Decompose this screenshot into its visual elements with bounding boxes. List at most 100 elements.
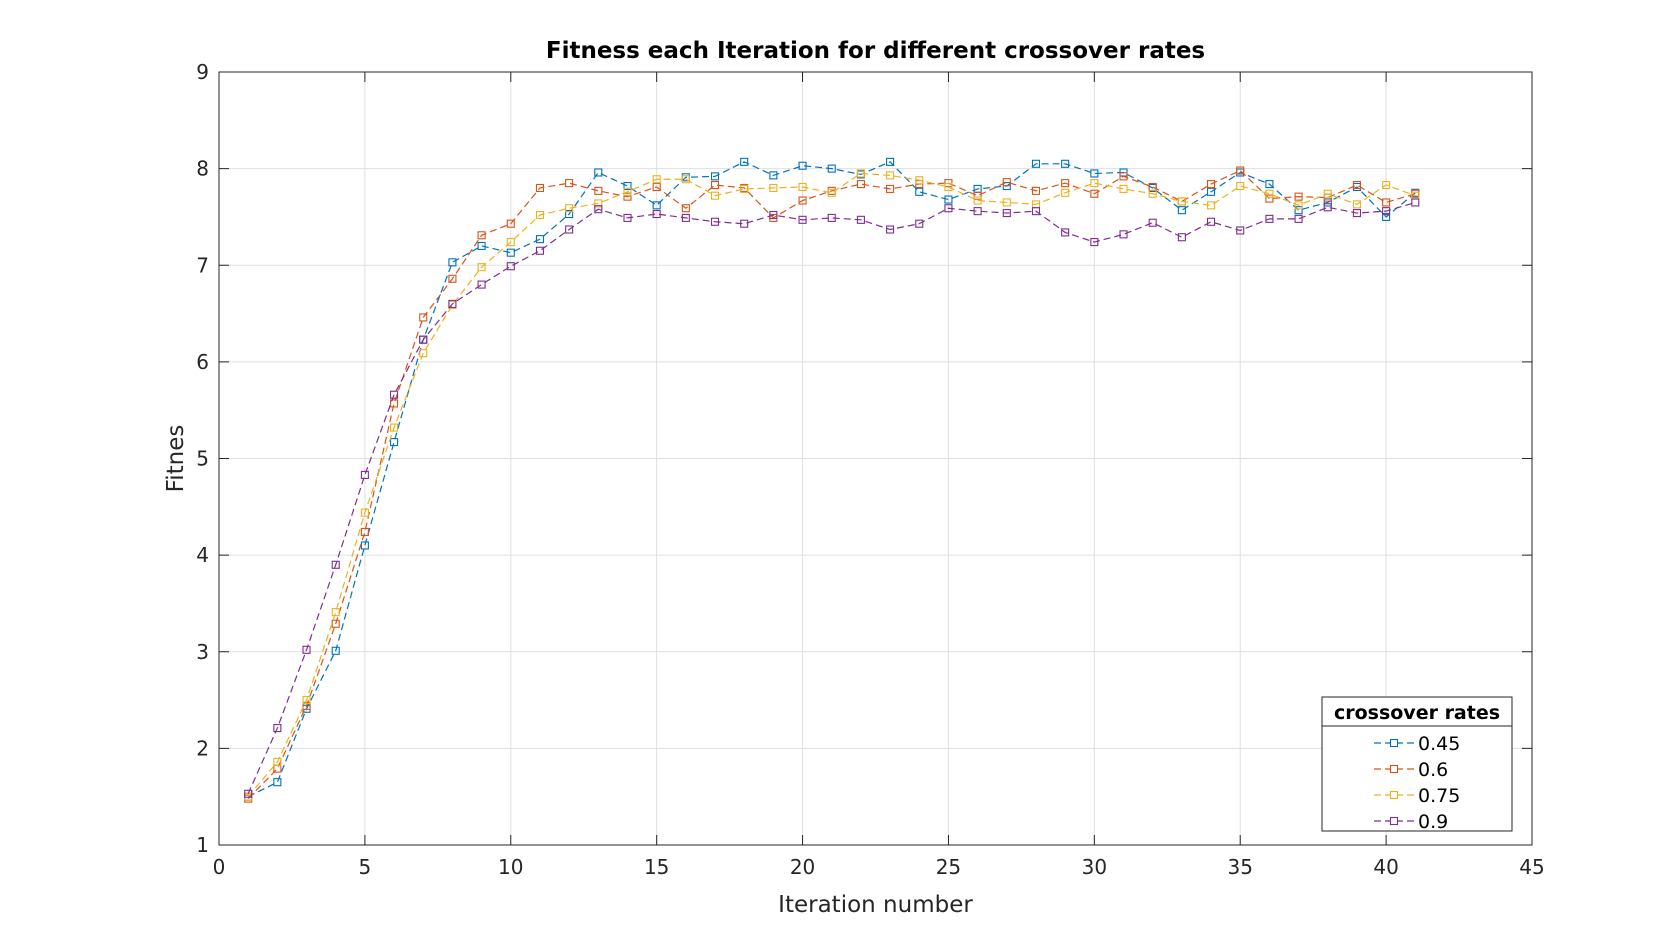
legend-title: crossover rates xyxy=(1334,702,1500,724)
data-point xyxy=(652,201,661,210)
y-tick-label: 7 xyxy=(196,253,209,277)
x-tick-label: 30 xyxy=(1082,855,1107,879)
data-point xyxy=(506,219,515,228)
data-point xyxy=(1061,228,1070,237)
data-point xyxy=(681,213,690,222)
data-point xyxy=(594,205,603,214)
data-point xyxy=(915,176,924,185)
data-point xyxy=(1061,179,1070,188)
data-point xyxy=(1352,209,1361,218)
data-point xyxy=(535,210,545,220)
legend-item: 0.6 xyxy=(1374,759,1448,781)
x-tick-label: 40 xyxy=(1373,855,1398,879)
data-point xyxy=(973,207,982,216)
data-point xyxy=(740,219,749,228)
x-tick-label: 10 xyxy=(498,855,523,879)
series-line xyxy=(247,172,1416,798)
data-point xyxy=(273,724,282,733)
data-point xyxy=(331,646,340,655)
data-point xyxy=(535,235,545,244)
data-point xyxy=(1119,184,1128,193)
x-tick-label: 5 xyxy=(359,855,372,879)
data-point xyxy=(1002,209,1011,218)
data-point xyxy=(1206,187,1216,196)
y-tick-label: 1 xyxy=(196,833,209,857)
data-point xyxy=(798,182,807,192)
data-point xyxy=(1382,198,1391,207)
data-point xyxy=(710,172,720,181)
data-point xyxy=(477,241,486,250)
data-point xyxy=(1090,169,1099,178)
data-point xyxy=(973,191,982,200)
data-point xyxy=(1294,201,1303,210)
x-tick-label: 25 xyxy=(936,855,961,879)
y-tick-label: 4 xyxy=(196,543,209,567)
series-0.9 xyxy=(244,198,1420,798)
data-point xyxy=(565,225,574,234)
data-point xyxy=(1352,181,1361,190)
legend-marker xyxy=(1389,738,1399,748)
data-point xyxy=(448,299,457,308)
data-point xyxy=(1031,159,1041,168)
legend-marker xyxy=(1389,816,1399,826)
data-point xyxy=(1382,212,1391,221)
data-point xyxy=(710,181,720,190)
data-point xyxy=(448,274,457,283)
data-point xyxy=(856,169,865,178)
data-point xyxy=(769,183,778,192)
data-point xyxy=(1265,180,1274,189)
data-point xyxy=(273,757,282,766)
legend-marker xyxy=(1389,764,1399,774)
data-point xyxy=(798,196,807,205)
series-lines xyxy=(244,157,1420,803)
legend-box xyxy=(1321,696,1513,832)
data-point xyxy=(1119,172,1128,181)
data-point xyxy=(448,258,457,267)
data-point xyxy=(1352,200,1361,209)
data-point xyxy=(1148,189,1157,198)
data-point xyxy=(360,470,369,479)
data-point xyxy=(944,204,953,213)
data-point xyxy=(1323,198,1332,207)
data-point xyxy=(973,196,982,205)
series-line xyxy=(247,161,1416,798)
data-point xyxy=(390,423,399,432)
legend-label: 0.75 xyxy=(1418,785,1460,807)
data-point xyxy=(652,209,661,219)
data-point xyxy=(1294,192,1303,201)
data-point xyxy=(1090,179,1099,188)
y-tick-label: 2 xyxy=(196,736,209,760)
data-point xyxy=(623,181,632,191)
legend-label: 0.45 xyxy=(1418,733,1460,755)
legend-items: 0.45 0.6 0.75 0.9 xyxy=(1374,733,1460,833)
x-tick-label: 0 xyxy=(213,855,226,879)
data-point xyxy=(769,171,778,180)
data-point xyxy=(302,701,311,710)
data-point xyxy=(360,527,369,536)
data-point xyxy=(944,195,953,204)
data-point xyxy=(1382,207,1391,216)
legend-item: 0.9 xyxy=(1374,811,1448,833)
data-point xyxy=(1294,214,1303,223)
data-point xyxy=(652,182,661,192)
data-point xyxy=(1206,201,1216,210)
data-point xyxy=(1090,238,1099,247)
data-point xyxy=(740,157,749,166)
data-point xyxy=(681,175,690,184)
data-point xyxy=(1236,226,1245,235)
data-point xyxy=(856,215,865,224)
data-point xyxy=(565,204,574,213)
legend-label: 0.9 xyxy=(1418,811,1448,833)
data-point xyxy=(1236,181,1245,191)
legend-label: 0.6 xyxy=(1418,759,1448,781)
data-point xyxy=(1265,189,1274,198)
data-point xyxy=(535,183,545,192)
data-point xyxy=(535,246,545,255)
series-line xyxy=(247,201,1416,795)
legend-item: 0.45 xyxy=(1374,733,1460,755)
data-point xyxy=(419,335,428,344)
data-point xyxy=(1031,186,1041,195)
data-point xyxy=(827,164,836,173)
x-tick-label: 45 xyxy=(1519,855,1544,879)
